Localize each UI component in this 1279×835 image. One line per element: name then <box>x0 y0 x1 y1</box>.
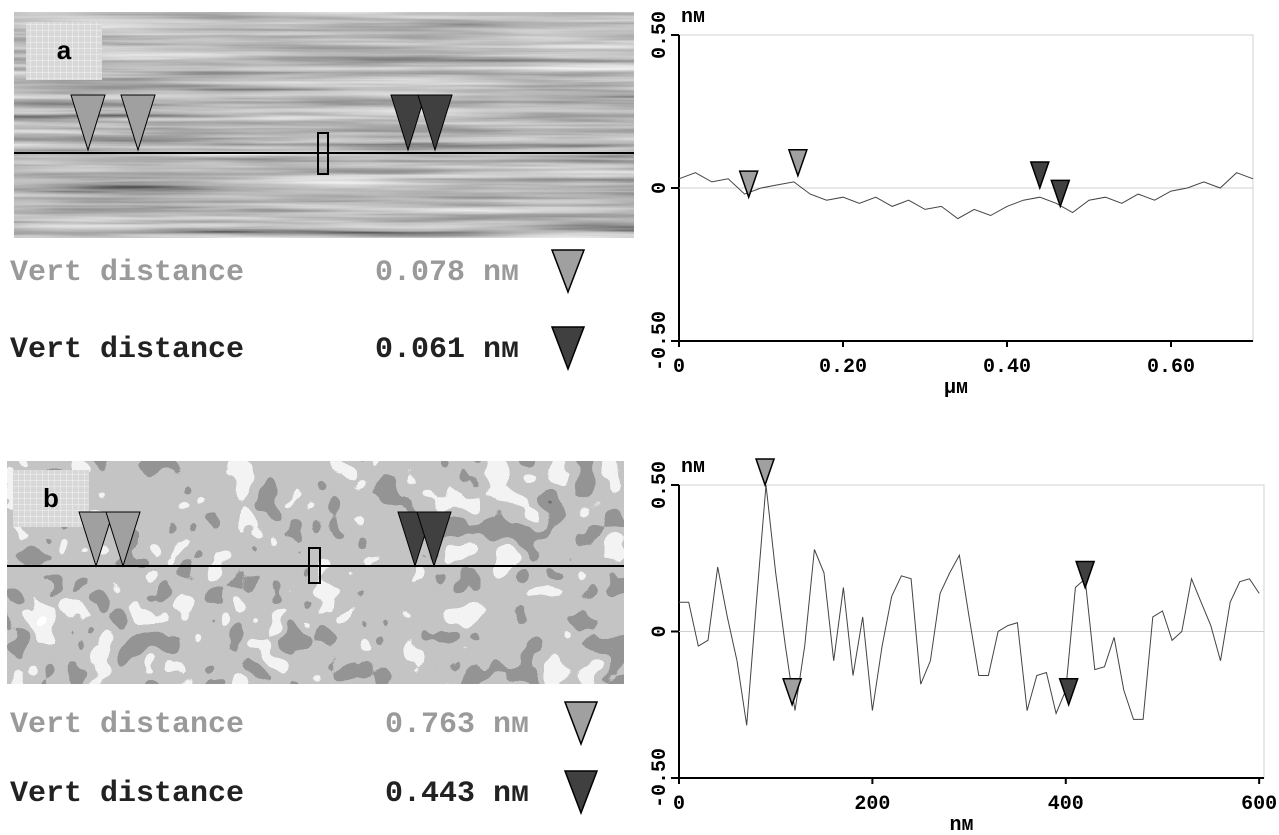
measure-label: Vert distance <box>10 708 244 742</box>
label-box <box>13 470 89 527</box>
image-texture <box>7 461 624 684</box>
cursor-marker <box>120 94 156 152</box>
cursor-marker <box>416 511 452 568</box>
measure-marker <box>563 701 599 747</box>
y-tick-label: 0 <box>649 182 672 194</box>
measure-value: 0.763 nм <box>385 708 529 742</box>
y-tick-label: -0.50 <box>649 748 672 808</box>
x-tick-label: 200 <box>854 793 890 816</box>
x-label: μм <box>944 377 968 400</box>
y-tick-label: 0.50 <box>649 11 672 59</box>
profile-line <box>678 172 1254 220</box>
x-tick-label: 0.60 <box>1147 356 1195 379</box>
profile-line <box>679 484 1260 726</box>
cursor-marker <box>105 511 141 568</box>
measure-marker <box>550 249 586 295</box>
measure-value: 0.443 nм <box>385 777 529 811</box>
x-tick-label: 0 <box>673 793 685 816</box>
measure-label: Vert distance <box>10 333 244 367</box>
x-tick-label: 400 <box>1048 793 1084 816</box>
cursor-box <box>317 132 329 175</box>
x-tick-label: 0.40 <box>983 356 1031 379</box>
measure-label: Vert distance <box>10 777 244 811</box>
y-tick-label: 0 <box>649 625 672 637</box>
cursor-marker <box>78 511 114 568</box>
measure-marker <box>550 326 586 372</box>
profile-cursor <box>782 678 803 708</box>
panel-label: a <box>57 35 72 65</box>
measure-marker <box>563 770 599 816</box>
y-tick-label: 0.50 <box>649 461 672 509</box>
profile-cursor <box>738 170 759 200</box>
y-unit: nм <box>681 6 705 29</box>
profile-cursor <box>1029 161 1050 191</box>
cursor-marker <box>390 94 426 152</box>
y-tick-label: -0.50 <box>649 311 672 371</box>
afm-image-b: b <box>7 461 624 684</box>
cursor-marker <box>417 94 453 152</box>
cursor-box <box>308 547 321 584</box>
measure-value: 0.078 nм <box>375 256 519 290</box>
profile-cursor <box>787 149 808 179</box>
measure-value: 0.061 nм <box>375 333 519 367</box>
profile-cursor <box>1058 678 1079 708</box>
profile-cursor <box>1050 179 1071 209</box>
y-unit: nм <box>681 456 705 479</box>
x-tick-label: 0 <box>673 356 685 379</box>
x-tick-label: 600 <box>1241 793 1277 816</box>
afm-image-a: a <box>14 12 634 238</box>
cursor-marker <box>70 94 106 152</box>
measure-label: Vert distance <box>10 256 244 290</box>
profile-cursor <box>755 458 776 488</box>
x-label: nм <box>949 814 973 835</box>
panel-label: b <box>43 483 59 513</box>
profile-cursor <box>1075 560 1096 590</box>
image-texture <box>14 12 634 238</box>
x-tick-label: 0.20 <box>819 356 867 379</box>
label-box <box>26 22 102 80</box>
